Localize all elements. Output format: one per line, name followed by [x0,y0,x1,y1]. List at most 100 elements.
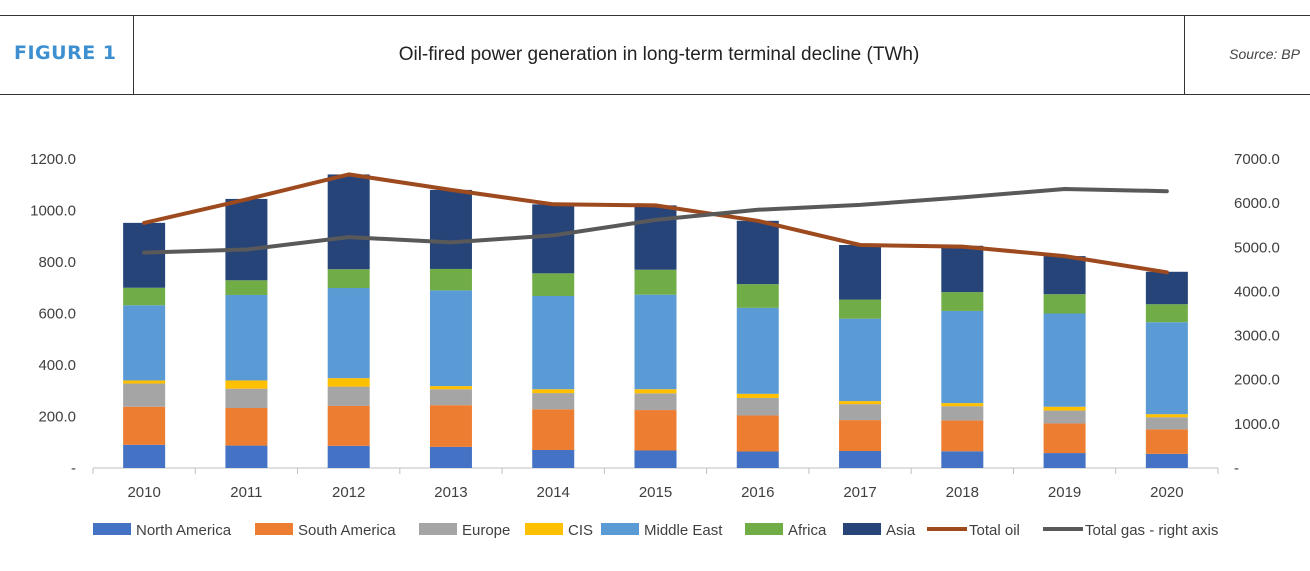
source-note: Source: BP [1229,46,1300,62]
y-right-tick-label: 2000.0 [1234,372,1280,389]
bar-middle-east [1145,322,1188,415]
bar-middle-east [1043,313,1086,407]
bar-africa [225,280,268,295]
legend-label-south-america: South America [298,522,396,539]
bar-middle-east [634,294,677,390]
legend-label-north-america: North America [136,522,232,539]
bar-cis [327,378,370,387]
bar-middle-east [839,318,882,402]
y-left-tick-label: 400.0 [38,357,76,374]
bar-north-america [839,451,882,468]
bar-africa [839,299,882,319]
legend-swatch-north-america [93,523,131,535]
y-right-tick-label: 5000.0 [1234,239,1280,256]
legend-label-africa: Africa [788,522,827,539]
y-left-tick-label: 1200.0 [30,151,76,168]
header-divider-left [133,16,134,94]
x-tick-label: 2014 [537,484,570,501]
bar-asia [429,189,472,269]
bar-europe [634,393,677,411]
bar-europe [327,386,370,406]
bar-north-america [532,449,575,468]
chart-title: Oil-fired power generation in long-term … [398,44,920,65]
y-left-tick-label: 1000.0 [30,203,76,220]
bar-middle-east [429,290,472,387]
bar-asia [532,204,575,274]
bar-cis [1145,414,1188,418]
bar-south-america [634,410,677,451]
line-series [142,172,1169,275]
y-left-tick-label: 800.0 [38,254,76,271]
y-right-tick-label: 7000.0 [1234,151,1280,168]
bar-north-america [1043,453,1086,468]
x-tick-label: 2013 [434,484,467,501]
legend-swatch-middle-east [601,523,639,535]
legend-label-total-gas-right-axis: Total gas - right axis [1085,522,1218,539]
legend-label-cis: CIS [568,522,593,539]
bar-middle-east [123,305,166,381]
bar-north-america [634,450,677,468]
bar-north-america [941,451,984,468]
bar-asia [327,174,370,270]
bar-africa [123,287,166,306]
y-right-tick-label: 3000.0 [1234,328,1280,345]
bar-stacks [123,174,1188,468]
bar-africa [941,292,984,311]
x-tick-label: 2017 [843,484,876,501]
header-divider-right [1184,16,1185,94]
line-total-oil [142,172,1169,275]
bar-north-america [429,446,472,468]
x-tick-label: 2015 [639,484,672,501]
bar-asia [839,245,882,300]
bar-europe [941,406,984,421]
bar-cis [736,393,779,398]
x-tick-label: 2012 [332,484,365,501]
x-tick-label: 2019 [1048,484,1081,501]
bar-north-america [327,445,370,468]
bar-asia [225,198,268,281]
bar-south-america [532,409,575,450]
bar-europe [429,389,472,406]
bar-cis [532,389,575,394]
bar-asia [941,245,984,293]
legend-label-middle-east: Middle East [644,522,723,539]
bar-middle-east [532,295,575,390]
bar-south-america [941,420,984,452]
bar-south-america [429,405,472,447]
bar-middle-east [736,307,779,394]
line-total-gas-right-axis [142,187,1169,255]
bar-africa [532,273,575,296]
bar-south-america [327,405,370,446]
bar-south-america [839,420,882,452]
bar-cis [1043,406,1086,411]
bar-north-america [123,444,166,468]
bar-europe [123,383,166,407]
x-tick-label: 2020 [1150,484,1183,501]
bar-cis [634,389,677,394]
bar-north-america [225,445,268,468]
bar-africa [1145,304,1188,323]
bar-cis [429,386,472,390]
bar-cis [839,401,882,405]
legend-swatch-south-america [255,523,293,535]
bar-asia [736,220,779,285]
legend-label-total-oil: Total oil [969,522,1020,539]
y-left-tick-label: 600.0 [38,306,76,323]
legend-swatch-africa [745,523,783,535]
bar-asia [1145,271,1188,305]
bar-cis [123,380,166,384]
bar-cis [941,403,984,407]
figure-label: FIGURE 1 [14,42,117,64]
legend-swatch-europe [419,523,457,535]
bar-south-america [225,408,268,446]
y-right-tick-label: 6000.0 [1234,195,1280,212]
x-tick-label: 2010 [127,484,160,501]
bar-europe [736,397,779,416]
bar-south-america [736,415,779,452]
y-right-tick-label: 1000.0 [1234,416,1280,433]
chart-axes: 2010 2011 2012 2013 2014 2015 2016 2017 2018 2019… [30,151,1280,501]
y-right-tick-label: 4000.0 [1234,283,1280,300]
bar-middle-east [327,288,370,379]
bar-europe [839,404,882,421]
